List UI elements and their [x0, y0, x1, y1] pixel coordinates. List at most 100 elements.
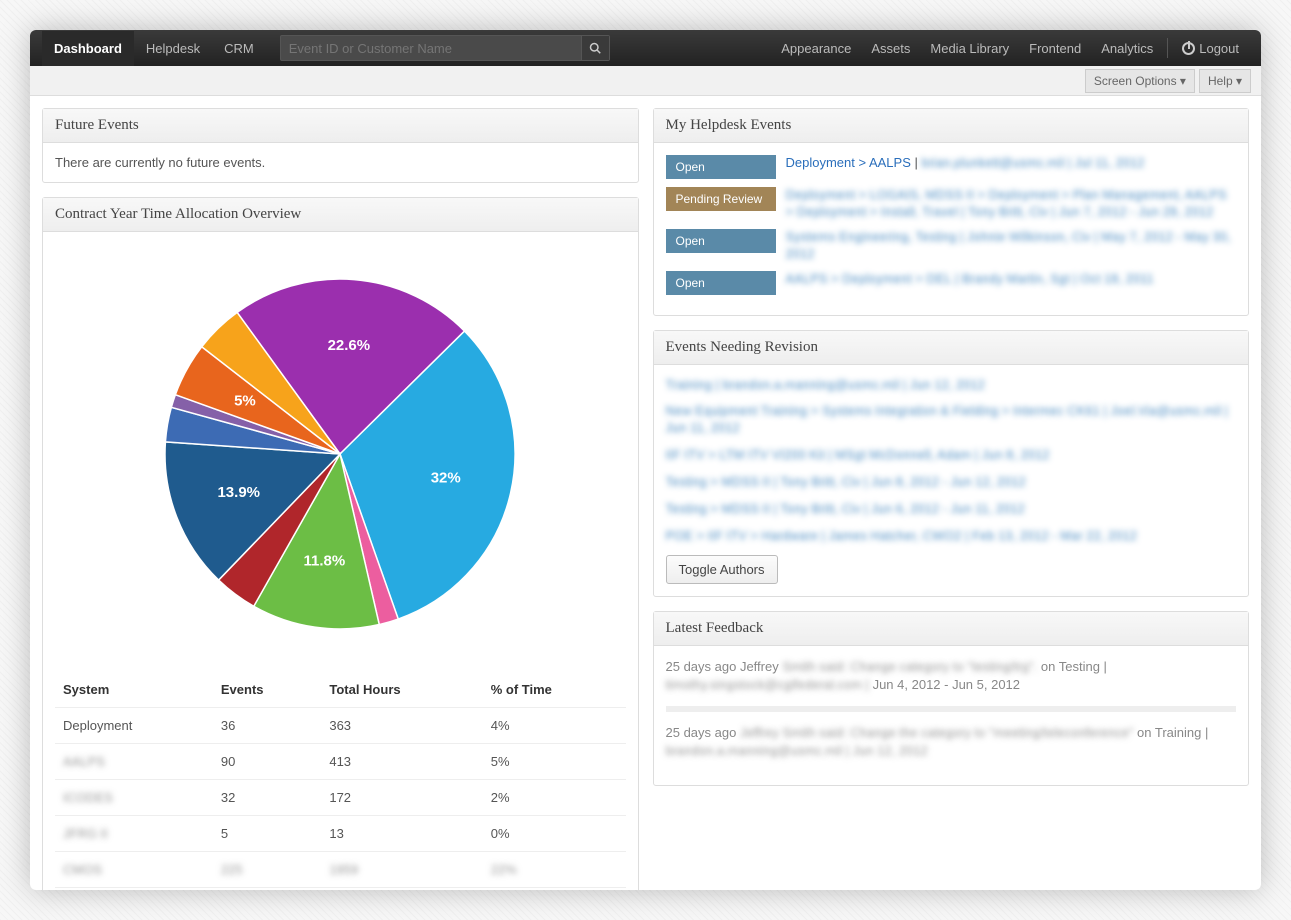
table-cell: 5 [213, 816, 321, 852]
topbar-divider [1167, 38, 1168, 58]
helpdesk-title: My Helpdesk Events [654, 109, 1249, 143]
table-cell: 22% [483, 852, 626, 888]
table-cell: ICODES [55, 780, 213, 816]
right-column: My Helpdesk Events Open Deployment > AALP… [653, 108, 1250, 890]
status-badge: Pending Review [666, 187, 776, 211]
table-cell: 0% [483, 816, 626, 852]
helpdesk-row: Pending Review Deployment > LOGAIS, MDSS … [666, 187, 1237, 221]
allocation-table-header: Total Hours [321, 672, 482, 708]
pie-chart-container: 22.6% 32% 11.8% 13.9% 5% [55, 244, 626, 664]
logout-label: Logout [1199, 41, 1239, 56]
pie-slice-label: 13.9% [218, 484, 261, 501]
pie-slice-label: 11.8% [304, 552, 346, 569]
revision-item[interactable]: Training | brandon.a.manning@usmc.mil | … [666, 377, 1237, 394]
revision-body: Training | brandon.a.manning@usmc.mil | … [654, 365, 1249, 596]
table-row: Deployment363634% [55, 708, 626, 744]
topbar-left-menu: Dashboard Helpdesk CRM [42, 31, 266, 66]
toggle-authors-button[interactable]: Toggle Authors [666, 555, 778, 584]
nav-appearance[interactable]: Appearance [771, 31, 861, 66]
table-cell: 172 [321, 780, 482, 816]
topbar: Dashboard Helpdesk CRM Appearance Assets… [30, 30, 1261, 66]
allocation-table: SystemEventsTotal Hours% of Time Deploym… [55, 672, 626, 888]
pie-slice-label: 32% [431, 469, 461, 486]
helpdesk-body: Open Deployment > AALPS | brian.plunkett@… [654, 143, 1249, 315]
allocation-table-header: Events [213, 672, 321, 708]
helpdesk-row: Open Deployment > AALPS | brian.plunkett@… [666, 155, 1237, 179]
feedback-panel: Latest Feedback 25 days ago Jeffrey Smit… [653, 611, 1250, 786]
helpdesk-item-text: Deployment > AALPS | brian.plunkett@usmc… [786, 155, 1237, 172]
feedback-item: 25 days ago Jeffrey Smith said: Change t… [666, 724, 1237, 760]
nav-helpdesk[interactable]: Helpdesk [134, 31, 212, 66]
helpdesk-item-text: Systems Engineering, Testing | Johnie Wi… [786, 229, 1237, 263]
search-input[interactable] [281, 37, 581, 60]
helpdesk-item-detail: Systems Engineering, Testing | Johnie Wi… [786, 229, 1231, 261]
table-cell: JFRG II [55, 816, 213, 852]
dashboard-content: Future Events There are currently no fut… [30, 96, 1261, 890]
help-button[interactable]: Help ▾ [1199, 69, 1251, 93]
helpdesk-item-detail: AALPS > Deployment > DEL | Brandy Martin… [786, 271, 1154, 286]
feedback-body: 25 days ago Jeffrey Smith said: Change c… [654, 646, 1249, 785]
left-column: Future Events There are currently no fut… [42, 108, 639, 890]
table-cell: Deployment [55, 708, 213, 744]
table-row: JFRG II5130% [55, 816, 626, 852]
table-cell: 1959 [321, 852, 482, 888]
revision-item[interactable]: IIF ITV > LTM ITV VI200 Kit | MSgt McDon… [666, 447, 1237, 464]
revision-item[interactable]: Testing > MDSS II | Tony Britt, Civ | Ju… [666, 474, 1237, 491]
revision-item[interactable]: POE > IIF ITV > Hardware | James Hatcher… [666, 528, 1237, 545]
revision-title: Events Needing Revision [654, 331, 1249, 365]
nav-media-library[interactable]: Media Library [920, 31, 1019, 66]
revision-item[interactable]: Testing > MDSS II | Tony Britt, Civ | Ju… [666, 501, 1237, 518]
helpdesk-item-detail: Deployment > LOGAIS, MDSS II > Deploymen… [786, 187, 1227, 219]
allocation-title: Contract Year Time Allocation Overview [43, 198, 638, 232]
helpdesk-item-text: Deployment > LOGAIS, MDSS II > Deploymen… [786, 187, 1237, 221]
table-cell: 5% [483, 744, 626, 780]
table-cell: CMOS [55, 852, 213, 888]
revision-panel: Events Needing Revision Training | brand… [653, 330, 1250, 597]
nav-assets[interactable]: Assets [861, 31, 920, 66]
allocation-table-header: System [55, 672, 213, 708]
search-button[interactable] [581, 36, 609, 60]
helpdesk-row: Open AALPS > Deployment > DEL | Brandy Ma… [666, 271, 1237, 295]
screen-options-button[interactable]: Screen Options ▾ [1085, 69, 1195, 93]
allocation-panel: Contract Year Time Allocation Overview 2… [42, 197, 639, 890]
future-events-body: There are currently no future events. [43, 143, 638, 182]
revision-list: Training | brandon.a.manning@usmc.mil | … [666, 377, 1237, 545]
nav-crm[interactable]: CRM [212, 31, 266, 66]
table-cell: 13 [321, 816, 482, 852]
table-cell: 363 [321, 708, 482, 744]
table-cell: 2% [483, 780, 626, 816]
search-icon [589, 42, 601, 54]
table-row: CMOS225195922% [55, 852, 626, 888]
helpdesk-item-text: AALPS > Deployment > DEL | Brandy Martin… [786, 271, 1237, 288]
helpdesk-item-link[interactable]: Deployment > AALPS [786, 155, 911, 170]
status-badge: Open [666, 229, 776, 253]
status-badge: Open [666, 155, 776, 179]
allocation-table-header-row: SystemEventsTotal Hours% of Time [55, 672, 626, 708]
power-icon [1182, 42, 1195, 55]
table-cell: 413 [321, 744, 482, 780]
topbar-right-menu: Appearance Assets Media Library Frontend… [771, 31, 1249, 66]
subbar: Screen Options ▾ Help ▾ [30, 66, 1261, 96]
allocation-table-header: % of Time [483, 672, 626, 708]
future-events-title: Future Events [43, 109, 638, 143]
table-cell: 90 [213, 744, 321, 780]
table-cell: 36 [213, 708, 321, 744]
logout-link[interactable]: Logout [1172, 31, 1249, 66]
nav-frontend[interactable]: Frontend [1019, 31, 1091, 66]
helpdesk-item-detail: brian.plunkett@usmc.mil | Jul 11, 2012 [922, 155, 1145, 170]
feedback-title: Latest Feedback [654, 612, 1249, 646]
future-events-panel: Future Events There are currently no fut… [42, 108, 639, 183]
table-row: AALPS904135% [55, 744, 626, 780]
status-badge: Open [666, 271, 776, 295]
revision-item[interactable]: New Equipment Training > Systems Integra… [666, 403, 1237, 437]
table-cell: 32 [213, 780, 321, 816]
pie-slice-label: 22.6% [328, 337, 371, 354]
table-cell: 225 [213, 852, 321, 888]
nav-analytics[interactable]: Analytics [1091, 31, 1163, 66]
pie-slice-label: 5% [234, 393, 256, 410]
feedback-divider [666, 706, 1237, 712]
allocation-body: 22.6% 32% 11.8% 13.9% 5% SystemEventsTotal H… [43, 232, 638, 890]
nav-dashboard[interactable]: Dashboard [42, 31, 134, 66]
helpdesk-row: Open Systems Engineering, Testing | Johni… [666, 229, 1237, 263]
table-cell: 4% [483, 708, 626, 744]
